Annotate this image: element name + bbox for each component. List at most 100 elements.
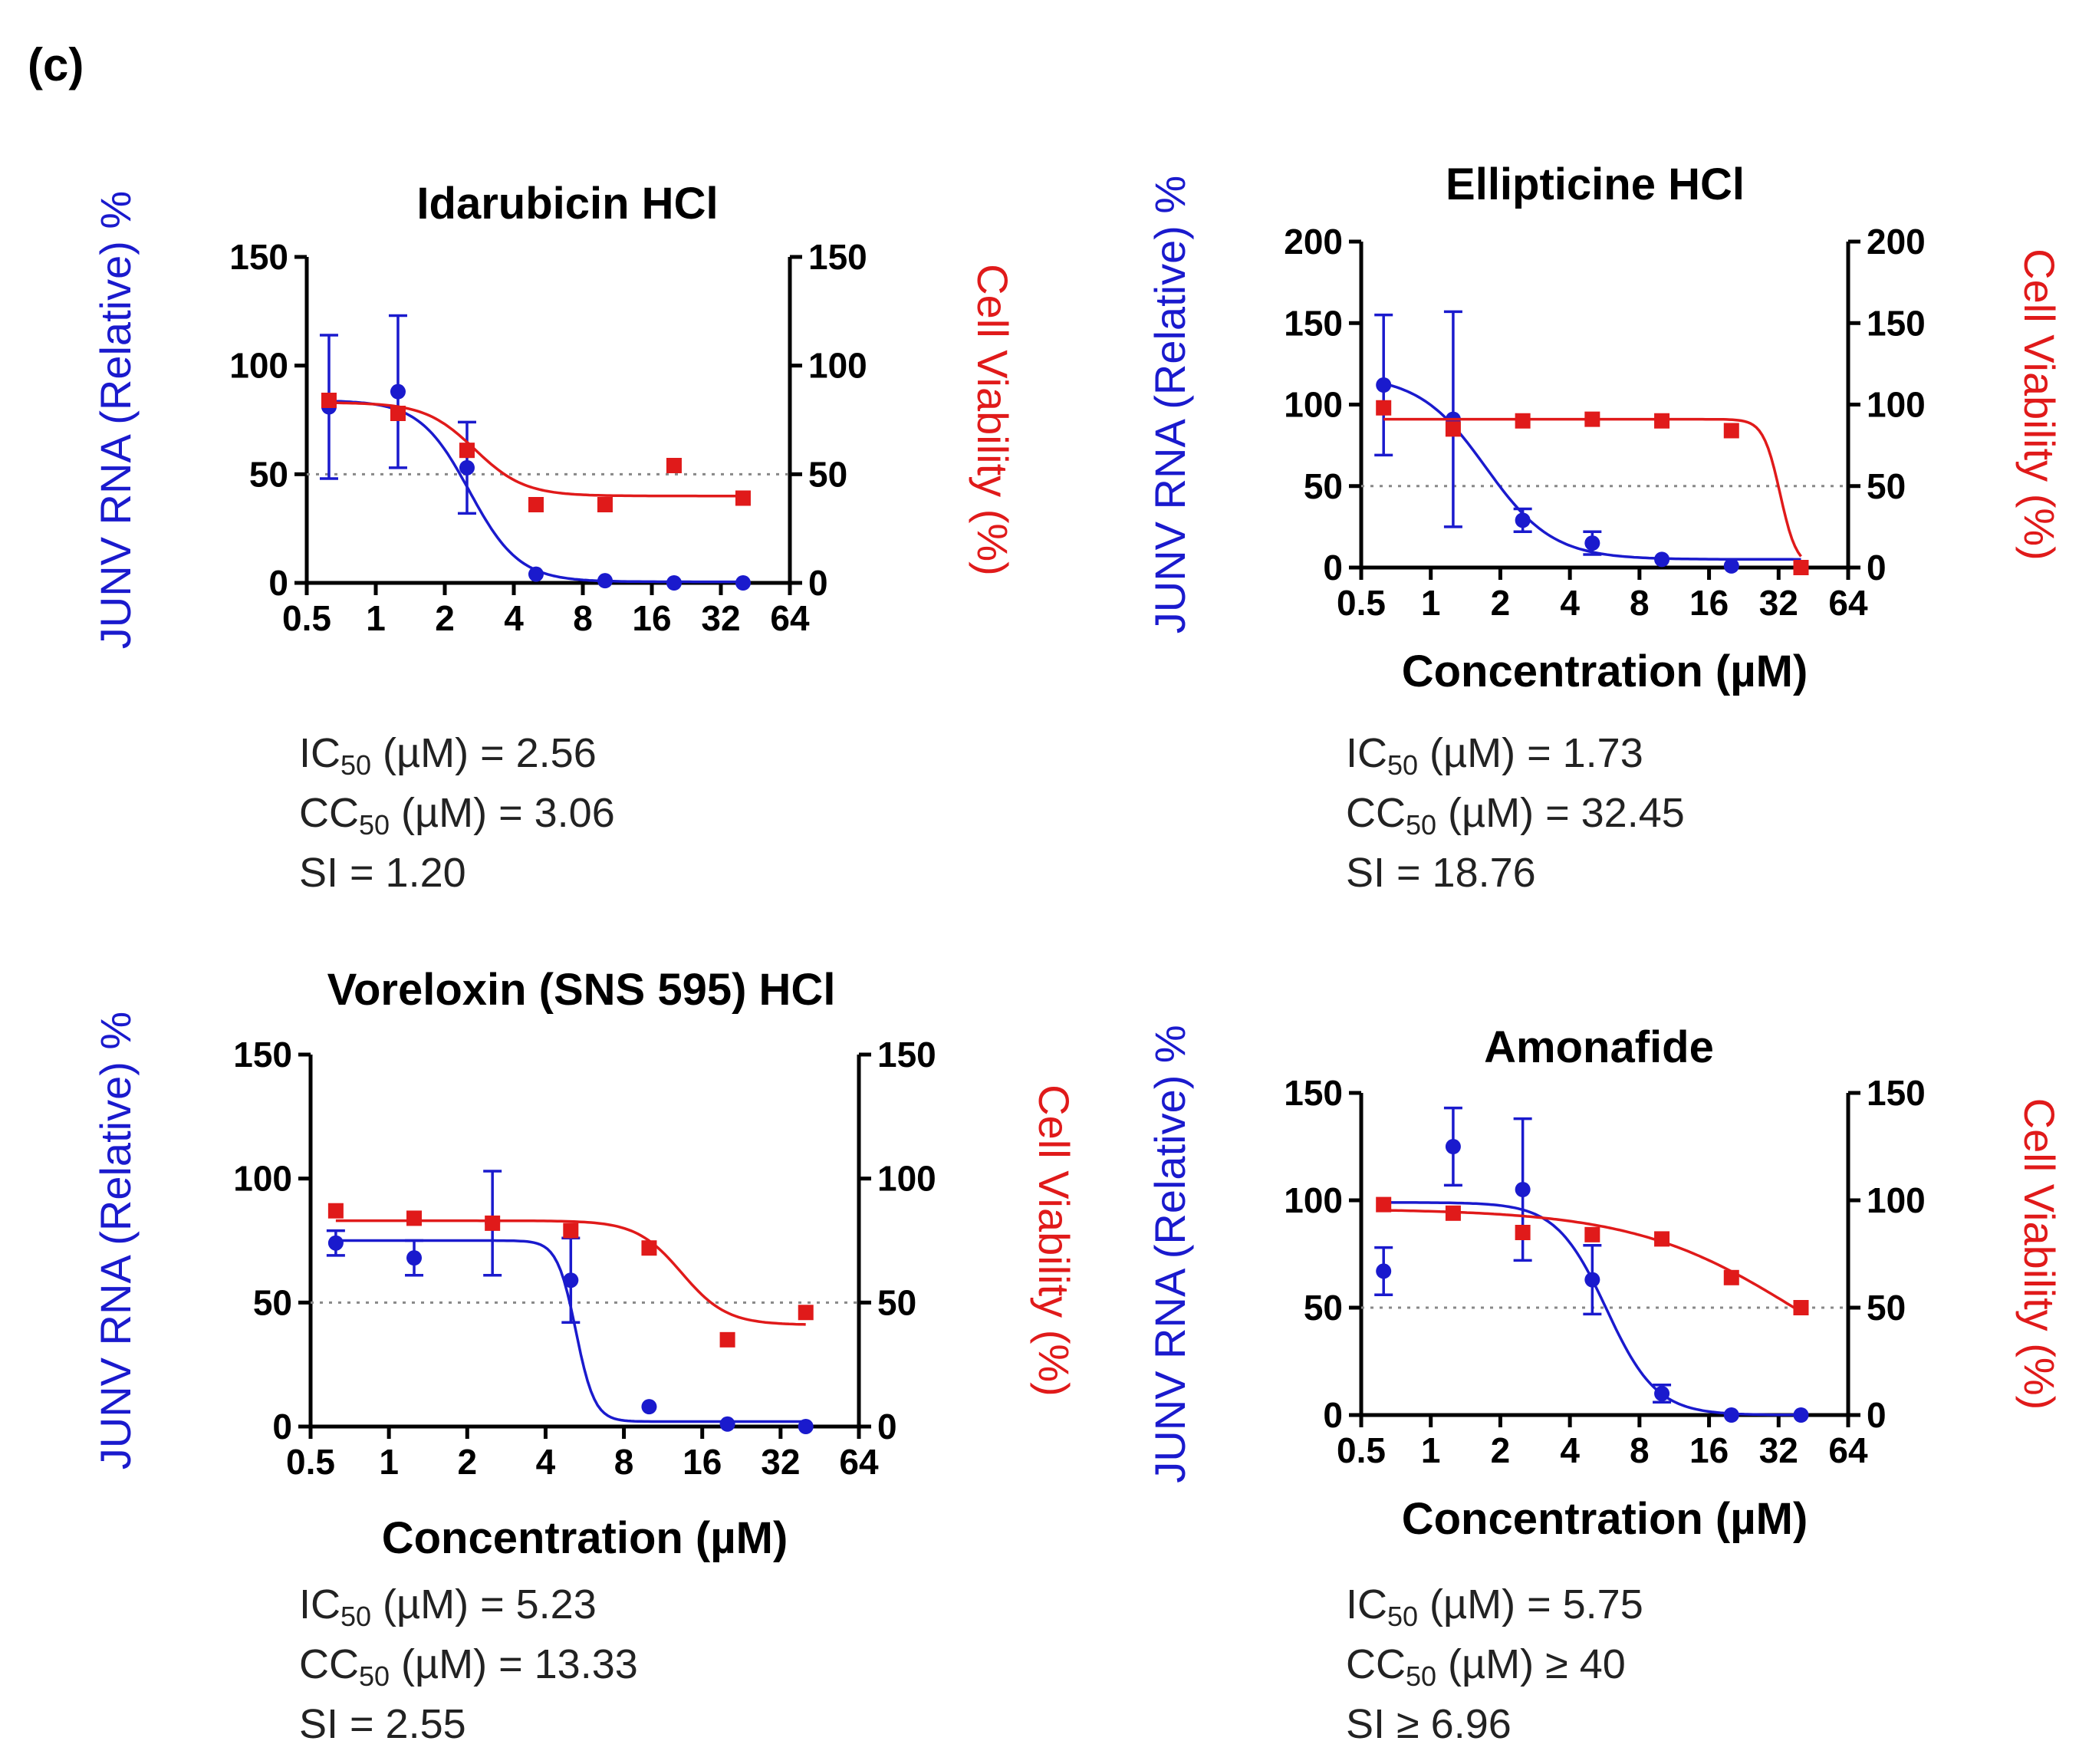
viability-data-point <box>1654 1231 1670 1247</box>
virus-data-point <box>563 1272 579 1288</box>
cc50-stat: CC50 (µM) = 13.33 <box>299 1641 638 1692</box>
y-tick-label-left: 0 <box>268 563 288 603</box>
x-tick-label: 1 <box>1421 583 1441 623</box>
chart-4: Amonafide 0 0 50 50 100 100 150 150 0.5 1 2 4 8 16 32 64… <box>1146 1022 2064 1747</box>
viability-data-point <box>1793 560 1809 575</box>
cc50-stat: CC50 (µM) = 3.06 <box>299 790 615 841</box>
virus-data-point <box>1723 558 1739 574</box>
x-tick-label: 4 <box>536 1442 556 1482</box>
y-tick-label-left: 100 <box>1284 1180 1343 1220</box>
x-tick-label: 4 <box>1560 1430 1580 1470</box>
viability-data-point <box>1584 1226 1600 1242</box>
viability-data-point <box>1376 400 1392 416</box>
y-tick-label-right: 0 <box>1867 548 1887 587</box>
y-tick-label-right: 200 <box>1867 222 1926 262</box>
ic50-stat: IC50 (µM) = 2.56 <box>299 730 597 781</box>
si-stat: SI ≥ 6.96 <box>1346 1701 1512 1747</box>
ic50-stat: IC50 (µM) = 5.75 <box>1346 1581 1643 1632</box>
chart-title: Amonafide <box>1484 1022 1714 1072</box>
x-tick-label: 64 <box>770 598 810 638</box>
x-tick-label: 64 <box>1828 1430 1868 1470</box>
viability-data-point <box>1793 1300 1809 1315</box>
chart-1: Idarubicin HCl 0 0 50 50 100 100 150 150 0.5 1 2 4 8 1… <box>91 179 1017 896</box>
y-tick-label-right: 0 <box>877 1407 897 1446</box>
x-tick-label: 2 <box>457 1442 477 1482</box>
virus-data-point <box>1723 1407 1739 1423</box>
x-tick-label: 8 <box>614 1442 634 1482</box>
viability-data-point <box>1723 423 1739 439</box>
x-tick-label: 8 <box>1630 1430 1650 1470</box>
viability-data-point <box>1515 1225 1531 1240</box>
virus-data-point <box>666 575 682 591</box>
x-tick-label: 0.5 <box>286 1442 335 1482</box>
y-tick-label-left: 150 <box>229 237 288 277</box>
x-tick-label: 0.5 <box>1337 1430 1386 1470</box>
x-tick-label: 2 <box>1491 583 1511 623</box>
y-tick-label-right: 50 <box>877 1282 916 1322</box>
virus-data-point <box>641 1399 657 1415</box>
viability-data-point <box>719 1331 735 1348</box>
x-tick-label: 32 <box>701 598 740 638</box>
x-axis-label: Concentration (µM) <box>1402 647 1808 696</box>
viability-data-point <box>1723 1269 1739 1285</box>
viability-data-point <box>1515 413 1531 429</box>
ic50-stat: IC50 (µM) = 5.23 <box>299 1581 597 1632</box>
y-tick-label-right: 100 <box>1867 385 1926 425</box>
viability-data-point <box>406 1210 423 1226</box>
y-axis-label-left: JUNV RNA (Relative) % <box>1146 1025 1194 1483</box>
virus-data-point <box>1584 535 1600 551</box>
x-tick-label: 32 <box>761 1442 800 1482</box>
ic50-stat: IC50 (µM) = 1.73 <box>1346 730 1643 781</box>
y-tick-label-right: 150 <box>1867 1073 1926 1113</box>
y-tick-label-left: 150 <box>233 1035 292 1075</box>
viability-data-point <box>1376 1196 1392 1213</box>
virus-data-point <box>1376 1263 1392 1279</box>
chart-title: Idarubicin HCl <box>416 179 718 229</box>
x-tick-label: 64 <box>1828 583 1868 623</box>
x-tick-label: 16 <box>1689 1430 1729 1470</box>
virus-data-point <box>406 1250 423 1266</box>
si-stat: SI = 18.76 <box>1346 850 1536 896</box>
virus-data-point <box>798 1419 814 1434</box>
virus-data-point <box>597 573 613 589</box>
x-tick-label: 1 <box>366 598 386 638</box>
y-tick-label-right: 50 <box>1867 1288 1906 1328</box>
y-tick-label-left: 200 <box>1284 222 1343 262</box>
x-tick-label: 1 <box>1421 1430 1441 1470</box>
y-tick-label-left: 50 <box>253 1282 292 1322</box>
x-tick-label: 2 <box>1491 1430 1511 1470</box>
viability-data-point <box>459 443 475 459</box>
chart-title: Voreloxin (SNS 595) HCl <box>327 965 836 1015</box>
y-tick-label-right: 100 <box>808 346 867 386</box>
viability-data-point <box>390 406 406 421</box>
viability-data-point <box>321 393 337 408</box>
y-tick-label-right: 50 <box>808 454 847 494</box>
virus-data-point <box>1654 1386 1670 1401</box>
x-axis-label: Concentration (µM) <box>382 1513 788 1563</box>
y-tick-label-left: 50 <box>1304 1288 1343 1328</box>
x-tick-label: 8 <box>573 598 593 638</box>
y-axis-label-left: JUNV RNA (Relative) % <box>1146 176 1194 634</box>
y-tick-label-left: 100 <box>229 346 288 386</box>
y-tick-label-left: 150 <box>1284 1073 1343 1113</box>
virus-data-point <box>735 575 751 591</box>
cc50-stat: CC50 (µM) ≥ 40 <box>1346 1641 1626 1692</box>
x-tick-label: 4 <box>1560 583 1580 623</box>
virus-data-point <box>528 566 544 582</box>
viability-data-point <box>1584 411 1600 427</box>
y-axis-label-right: Cell Viability (%) <box>2015 1098 2064 1410</box>
virus-data-point <box>1793 1407 1809 1423</box>
viability-data-point <box>1445 1205 1461 1221</box>
y-axis-label-left: JUNV RNA (Relative) % <box>91 1012 140 1469</box>
y-axis-label-right: Cell Viability (%) <box>969 264 1017 576</box>
y-tick-label-left: 0 <box>272 1407 292 1446</box>
virus-data-point <box>1515 512 1531 528</box>
y-tick-label-right: 0 <box>1867 1395 1887 1435</box>
si-stat: SI = 1.20 <box>299 850 466 896</box>
y-tick-label-left: 150 <box>1284 303 1343 343</box>
x-tick-label: 1 <box>379 1442 399 1482</box>
virus-data-point <box>1654 551 1670 568</box>
x-tick-label: 16 <box>683 1442 722 1482</box>
y-tick-label-right: 0 <box>808 563 828 603</box>
